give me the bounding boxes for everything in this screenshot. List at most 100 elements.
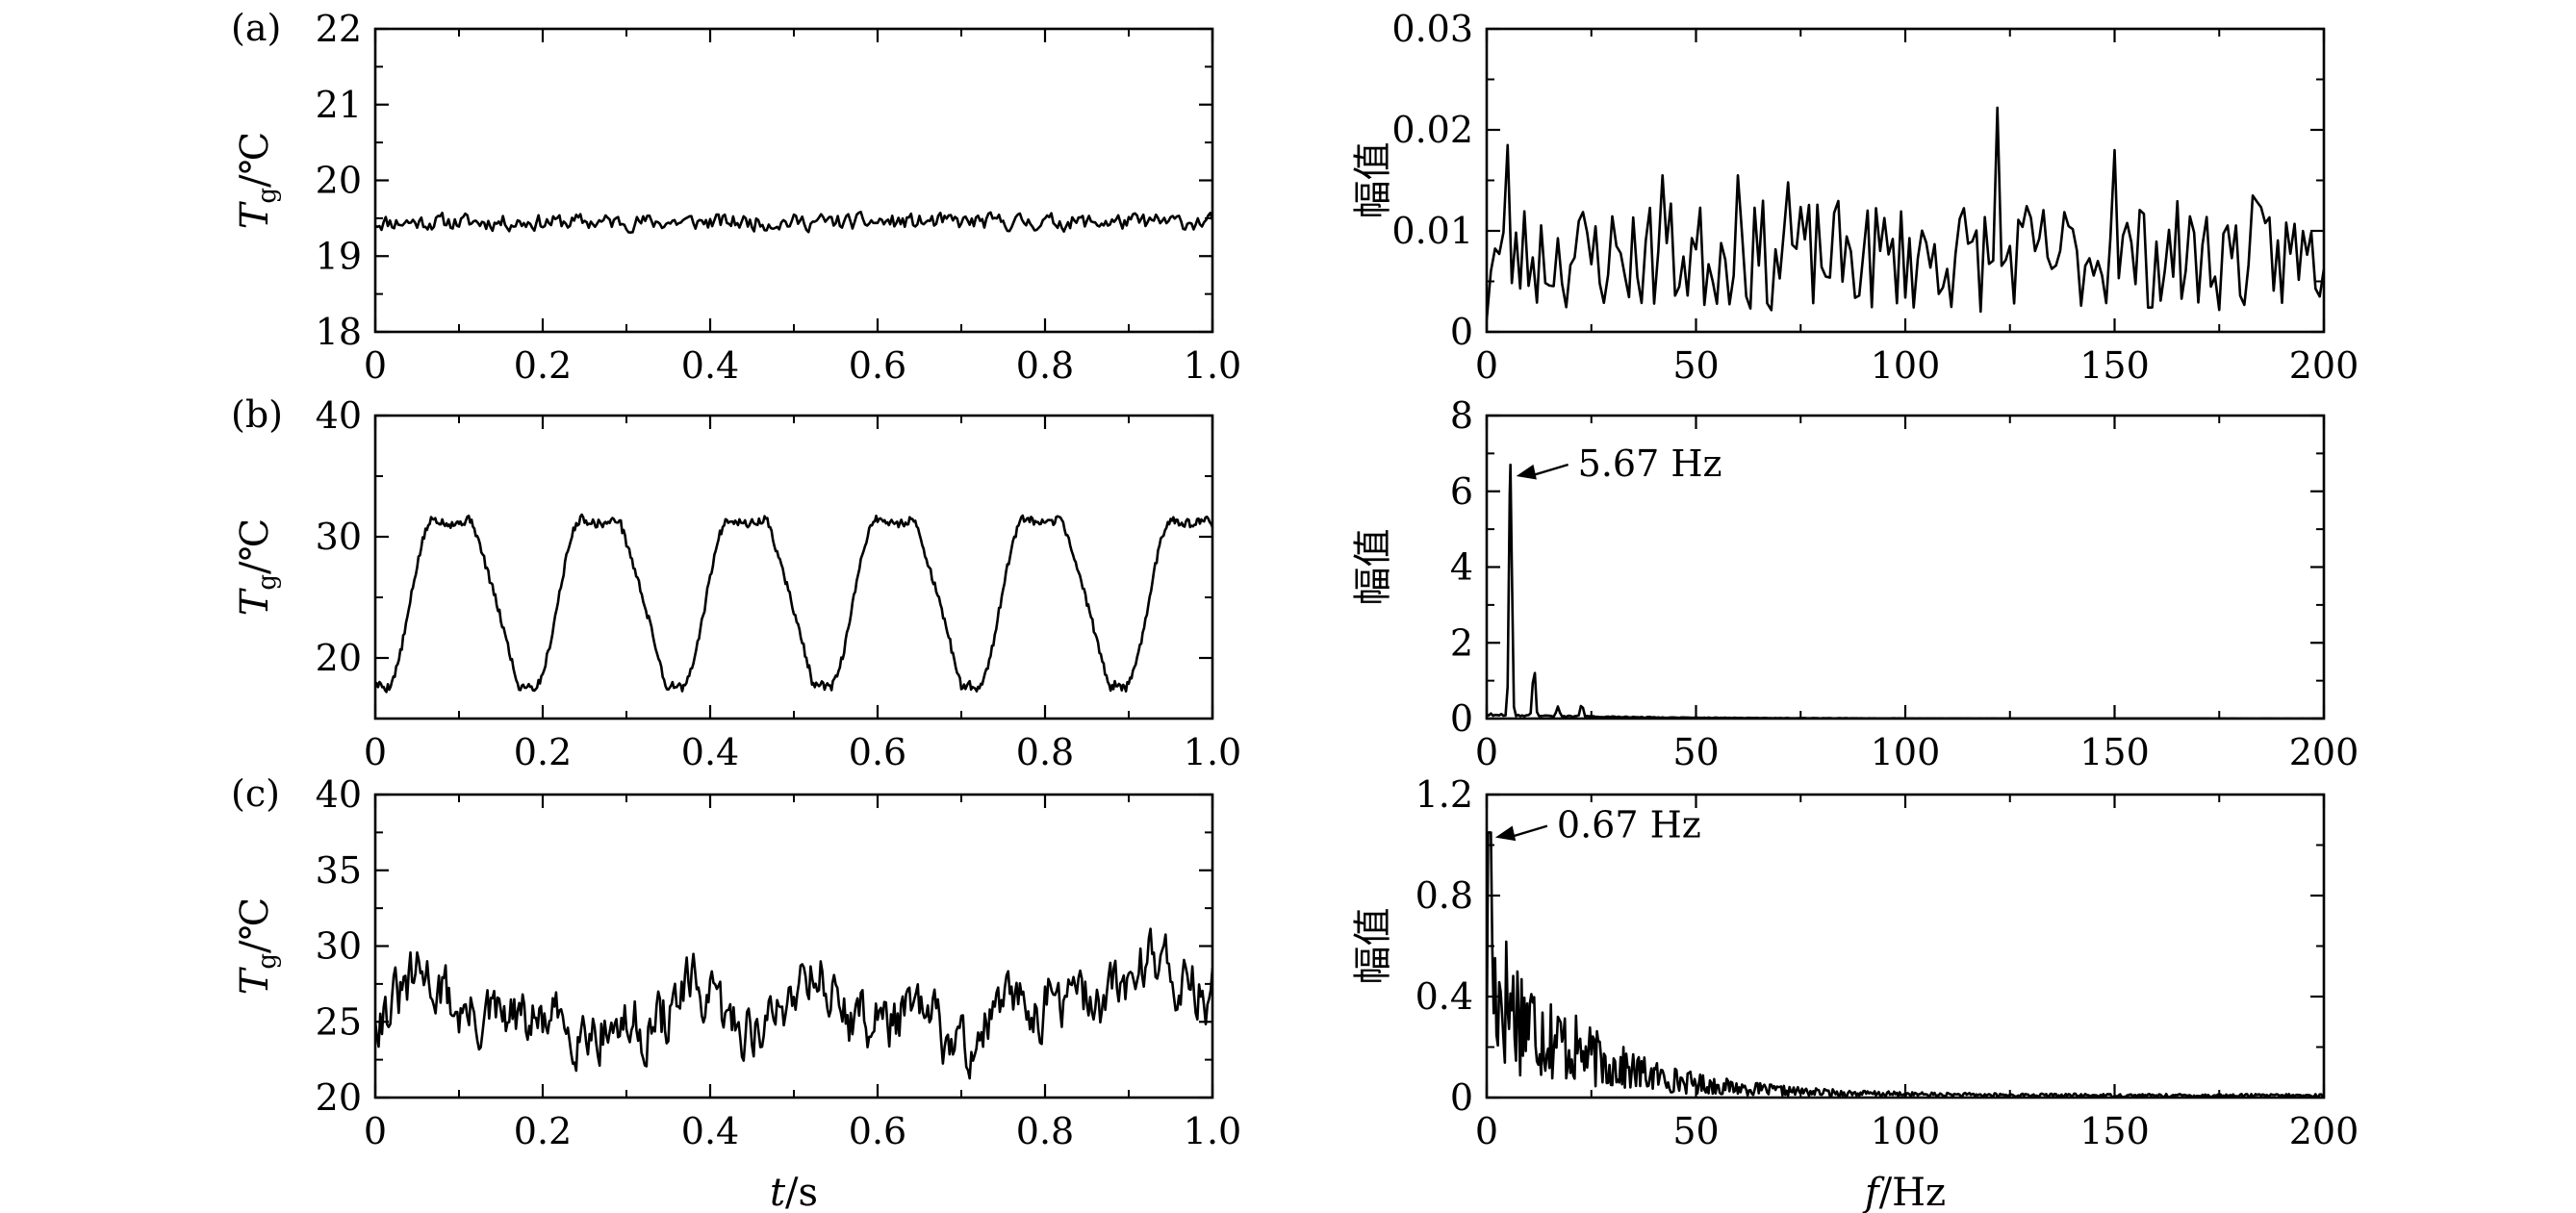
annotation-label-b-freq: 5.67 Hz: [1578, 442, 1722, 485]
x-tick-label-b-freq: 150: [2079, 731, 2150, 773]
panel-label-a-time: (a): [231, 7, 281, 49]
panel-label-c-time: (c): [231, 772, 280, 815]
y-tick-label-a-time: 18: [316, 311, 362, 353]
x-tick-label-c-time: 0: [364, 1110, 387, 1152]
annotation-arrow-line-b-freq: [1529, 463, 1569, 478]
x-tick-label-a-time: 1.0: [1184, 344, 1241, 387]
x-axis-label-symbol: t: [770, 1171, 786, 1213]
chart-a-freq: 0 50 100 150 200 0 0.01 0.02 0.03 幅值: [1351, 8, 2359, 387]
x-tick-label-c-time: 0.4: [681, 1110, 739, 1152]
x-axis-label-unit: /Hz: [1879, 1171, 1946, 1213]
annotation-label-c-freq: 0.67 Hz: [1557, 804, 1701, 847]
x-tick-label-c-time: 1.0: [1184, 1110, 1241, 1152]
y-tick-label-b-time: 20: [316, 637, 362, 679]
x-axis-label-c-time: t/s: [770, 1171, 818, 1213]
x-tick-label-c-freq: 200: [2289, 1110, 2359, 1152]
y-axis-label-text: 幅值: [1351, 529, 1395, 606]
x-tick-label-c-time: 0.6: [849, 1110, 906, 1152]
y-axis-label-b-time: Tg/℃: [233, 518, 282, 617]
y-tick-label-b-freq: 8: [1450, 394, 1473, 437]
x-tick-label-a-time: 0.6: [849, 344, 906, 387]
y-tick-label-a-freq: 0.03: [1391, 8, 1473, 50]
series-line-a-freq: [1487, 106, 2324, 320]
series-line-a-time: [375, 210, 1212, 235]
y-axis-label-c-freq: 幅值: [1351, 908, 1395, 985]
x-tick-label-a-freq: 200: [2289, 344, 2359, 387]
x-tick-label-c-freq: 100: [1871, 1110, 1941, 1152]
x-tick-label-a-freq: 0: [1475, 344, 1498, 387]
x-tick-label-b-time: 0.2: [514, 731, 572, 773]
chart-b-time: 0 0.2 0.4 0.6 0.8 1.0 20 30 40 (b) Tg/℃: [231, 393, 1241, 773]
y-tick-label-c-freq: 0.4: [1416, 975, 1473, 1018]
x-tick-label-c-freq: 50: [1672, 1110, 1719, 1152]
x-tick-label-a-freq: 150: [2079, 344, 2150, 387]
y-axis-label-unit: /℃: [233, 518, 277, 574]
y-tick-label-a-freq: 0.02: [1391, 109, 1473, 151]
x-tick-label-b-freq: 0: [1475, 731, 1498, 773]
y-axis-label-subscript: g: [253, 574, 282, 591]
x-tick-label-b-time: 0: [364, 731, 387, 773]
x-tick-label-b-time: 1.0: [1184, 731, 1241, 773]
x-tick-label-b-time: 0.8: [1016, 731, 1074, 773]
x-tick-label-c-time: 0.2: [514, 1110, 572, 1152]
y-tick-label-a-time: 22: [316, 8, 362, 50]
x-tick-label-a-freq: 50: [1672, 344, 1719, 387]
y-axis-label-a-freq: 幅值: [1351, 142, 1395, 219]
y-axis-label-text: 幅值: [1351, 142, 1395, 219]
y-tick-label-c-time: 30: [316, 925, 362, 968]
y-axis-label-subscript: g: [253, 188, 282, 204]
y-tick-label-c-time: 35: [316, 849, 362, 892]
panel-label-b-time: (b): [231, 393, 283, 436]
y-axis-label-symbol: T: [233, 966, 277, 995]
y-axis-label-a-time: Tg/℃: [233, 132, 282, 230]
y-tick-label-b-time: 30: [316, 516, 362, 558]
y-tick-label-b-freq: 6: [1450, 470, 1473, 513]
y-tick-label-b-time: 40: [316, 394, 362, 437]
y-tick-label-c-freq: 0: [1450, 1076, 1473, 1119]
x-tick-label-c-time: 0.8: [1016, 1110, 1074, 1152]
y-tick-label-a-time: 21: [316, 84, 362, 126]
annotation-arrow-line-c-freq: [1508, 824, 1548, 839]
x-tick-label-a-time: 0.4: [681, 344, 739, 387]
y-tick-label-c-freq: 0.8: [1416, 874, 1473, 917]
x-axis-label-unit: /s: [785, 1171, 818, 1213]
y-axis-label-unit: /℃: [233, 897, 277, 953]
y-tick-label-b-freq: 0: [1450, 697, 1473, 740]
y-axis-label-c-time: Tg/℃: [233, 897, 282, 996]
y-tick-label-c-time: 20: [316, 1076, 362, 1119]
series-line-b-time: [375, 513, 1212, 694]
x-tick-label-c-freq: 150: [2079, 1110, 2150, 1152]
y-axis-label-b-freq: 幅值: [1351, 529, 1395, 606]
y-tick-label-a-freq: 0.01: [1391, 210, 1473, 252]
chart-a-time: 0 0.2 0.4 0.6 0.8 1.0 18 19 20 21 22 (a) Tg/℃: [231, 7, 1241, 387]
y-tick-label-a-time: 20: [316, 160, 362, 202]
x-tick-label-a-time: 0.2: [514, 344, 572, 387]
series-line-c-time: [375, 927, 1212, 1080]
y-axis-label-symbol: T: [233, 587, 277, 616]
x-axis-label-c-freq: f/Hz: [1862, 1171, 1946, 1213]
x-tick-label-a-time: 0.8: [1016, 344, 1074, 387]
chart-c-time: 0 0.2 0.4 0.6 0.8 1.0 20 25 30 35 40 (c) Tg/℃ t/s: [231, 772, 1241, 1213]
y-axis-label-subscript: g: [253, 953, 282, 970]
x-tick-label-b-time: 0.6: [849, 731, 906, 773]
y-axis-label-text: 幅值: [1351, 908, 1395, 985]
y-axis-label-symbol: T: [233, 200, 277, 229]
annotation-arrow-head-b-freq: [1516, 464, 1537, 480]
x-tick-label-b-freq: 100: [1871, 731, 1941, 773]
annotation-arrow-head-c-freq: [1494, 825, 1517, 842]
y-tick-label-b-freq: 2: [1450, 621, 1473, 664]
x-tick-label-b-freq: 50: [1672, 731, 1719, 773]
x-tick-label-a-time: 0: [364, 344, 387, 387]
x-tick-label-c-freq: 0: [1475, 1110, 1498, 1152]
chart-c-freq: 0 50 100 150 200 0 0.4 0.8 1.2 幅值 f/Hz 0.67 Hz: [1351, 773, 2359, 1213]
x-tick-label-a-freq: 100: [1871, 344, 1941, 387]
x-tick-label-b-freq: 200: [2289, 731, 2359, 773]
y-tick-label-c-time: 25: [316, 1000, 362, 1043]
y-axis-label-unit: /℃: [233, 132, 277, 188]
y-tick-label-c-time: 40: [316, 773, 362, 816]
y-tick-label-c-freq: 1.2: [1416, 773, 1473, 816]
chart-b-freq: 0 50 100 150 200 0 2 4 6 8 幅值 5.67 Hz: [1351, 394, 2359, 773]
y-tick-label-a-freq: 0: [1450, 311, 1473, 353]
